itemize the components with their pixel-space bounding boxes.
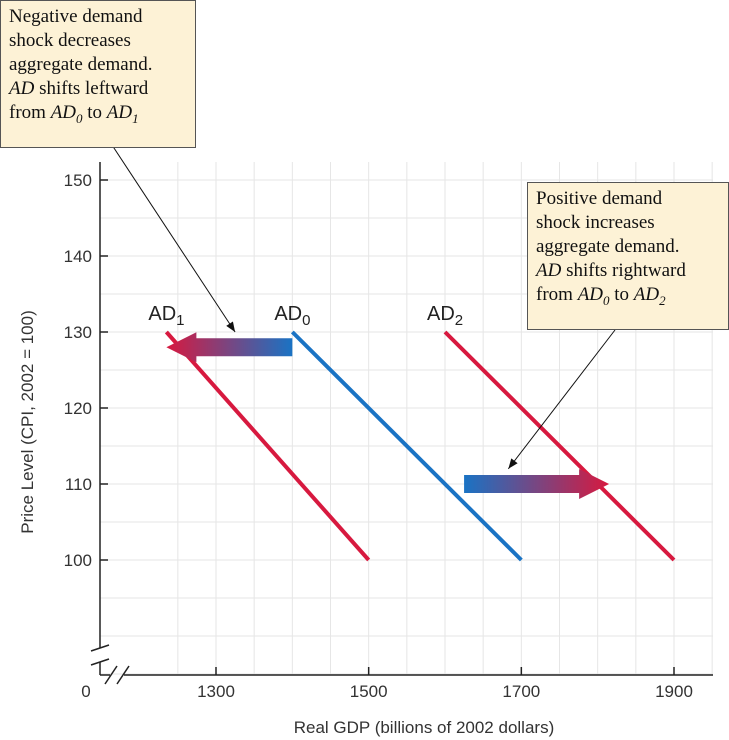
callout-pointer-arrowhead	[508, 458, 518, 469]
callout-text: shifts leftward	[34, 78, 149, 99]
callout-subscript: 1	[132, 110, 139, 126]
callout-line: from AD0 to AD1	[9, 101, 187, 125]
callout-ad-symbol: AD	[577, 284, 604, 305]
callout-line: AD shifts rightward	[536, 259, 720, 283]
ad-curve-0	[290, 330, 523, 562]
callout-text: to	[609, 284, 634, 305]
callout-pointer-line	[111, 144, 236, 333]
shift-arrows	[166, 332, 610, 499]
callout-text: from	[9, 102, 51, 123]
callout-line: aggregate demand.	[9, 54, 153, 75]
y-axis-title: Price Level (CPI, 2002 = 100)	[18, 310, 37, 533]
callout-line: Positive demand	[536, 188, 663, 209]
y-tick-label: 140	[64, 247, 92, 266]
callout-line: shock increases	[536, 212, 655, 233]
callout-ad-symbol: AD	[536, 260, 562, 281]
y-tick-label: 150	[64, 171, 92, 190]
tick-labels: 100 110 120 130 140 150 1300 1500 1700 1900	[64, 171, 693, 701]
x-tick-label: 1300	[197, 682, 235, 701]
x-tick-label: 1500	[350, 682, 388, 701]
x-axis-title: Real GDP (billions of 2002 dollars)	[294, 718, 554, 737]
ad-curve-label-2: AD2	[427, 303, 463, 329]
ad-curves	[164, 330, 676, 562]
callout-line: Negative demand	[9, 6, 143, 27]
callout-text: from	[536, 284, 578, 305]
x-axis-break-mark	[116, 665, 130, 685]
negative-shock-callout: Negative demand shock decreases aggregat…	[0, 0, 196, 148]
callout-line: aggregate demand.	[536, 236, 680, 257]
callout-line: shock decreases	[9, 30, 131, 51]
callout-ad-symbol: AD	[106, 102, 133, 123]
axes	[90, 162, 713, 685]
callout-pointers	[111, 144, 616, 470]
ad-curve-1	[164, 330, 371, 562]
y-tick-label: 100	[64, 551, 92, 570]
callout-subscript: 2	[659, 292, 666, 308]
y-axis-break-mark	[90, 658, 110, 666]
callout-ad-symbol: AD	[50, 102, 77, 123]
callout-ad-symbol: AD	[633, 284, 660, 305]
callout-line: AD shifts leftward	[9, 77, 187, 101]
callout-text: shifts rightward	[561, 260, 686, 281]
ad-curve-2	[443, 330, 676, 562]
rightward-shift-arrow	[464, 469, 610, 499]
ad-curve-label-1: AD1	[148, 303, 184, 329]
callout-text: to	[82, 102, 107, 123]
curve-labels: AD1 AD0 AD2	[148, 303, 463, 329]
leftward-shift-arrow	[166, 332, 293, 363]
y-axis-break-mark	[90, 644, 110, 652]
positive-shock-callout: Positive demand shock increases aggregat…	[527, 182, 729, 330]
x-tick-label: 1700	[502, 682, 540, 701]
x-axis-break-mark	[104, 665, 118, 685]
y-tick-label: 120	[64, 399, 92, 418]
callout-subscript: 0	[603, 292, 610, 308]
callout-ad-symbol: AD	[9, 78, 35, 99]
x-tick-label: 1900	[655, 682, 693, 701]
callout-line: from AD0 to AD2	[536, 283, 720, 307]
y-tick-label: 110	[65, 475, 92, 494]
callout-pointer-line	[507, 329, 616, 470]
callout-subscript: 0	[76, 110, 83, 126]
ad-curve-label-0: AD0	[274, 303, 310, 329]
callout-pointer-arrowhead	[226, 321, 236, 332]
x-origin-label: 0	[81, 682, 90, 701]
y-tick-label: 130	[64, 323, 92, 342]
